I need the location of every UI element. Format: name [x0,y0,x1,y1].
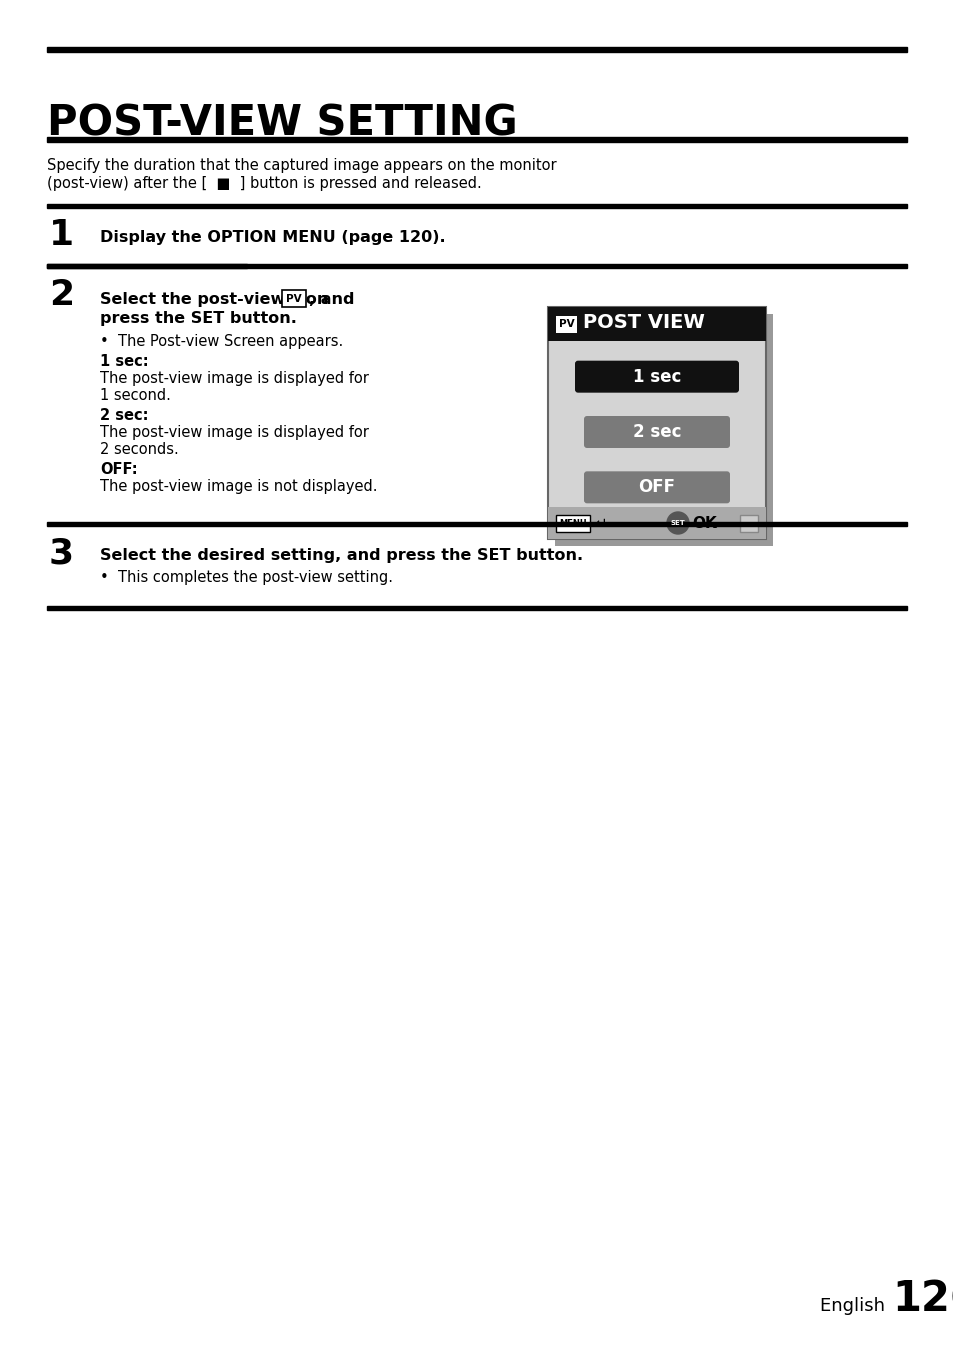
Circle shape [666,512,688,534]
Text: 1: 1 [49,218,74,252]
Text: PV: PV [558,319,574,330]
Bar [47,522,906,526]
Text: 2: 2 [49,278,74,312]
Text: English: English [820,1297,890,1315]
Text: 126: 126 [891,1278,953,1319]
Text: 1 sec:: 1 sec: [100,354,149,369]
Bar [547,307,765,342]
Bar [282,291,306,307]
Text: 3: 3 [49,537,74,570]
FancyBboxPatch shape [583,416,729,448]
Bar [47,47,906,52]
Bar [740,515,758,533]
Text: 2 seconds.: 2 seconds. [100,443,178,457]
Text: The post-view image is not displayed.: The post-view image is not displayed. [100,479,377,494]
Text: POST-VIEW SETTING: POST-VIEW SETTING [47,104,517,145]
Text: 1 second.: 1 second. [100,387,171,404]
Text: 2 sec:: 2 sec: [100,408,149,422]
Bar [47,264,247,268]
Text: 2 sec: 2 sec [632,422,680,441]
Bar [556,316,577,334]
Text: MENU: MENU [558,519,586,527]
Bar [47,264,906,268]
Text: POST VIEW: POST VIEW [582,313,704,332]
Bar [47,204,906,208]
Text: OFF:: OFF: [100,461,137,477]
Bar [556,515,589,533]
Text: Select the desired setting, and press the SET button.: Select the desired setting, and press th… [100,547,582,564]
Bar [547,307,765,539]
Text: SET: SET [670,521,684,526]
Text: •  The Post-view Screen appears.: • The Post-view Screen appears. [100,334,343,348]
Text: Select the post-view icon: Select the post-view icon [100,292,334,307]
FancyBboxPatch shape [583,471,729,503]
Text: The post-view image is displayed for: The post-view image is displayed for [100,425,369,440]
Text: , and: , and [309,292,355,307]
Bar [555,313,772,546]
Bar [47,607,906,611]
Text: Specify the duration that the captured image appears on the monitor: Specify the duration that the captured i… [47,157,556,174]
Text: Display the OPTION MENU (page 120).: Display the OPTION MENU (page 120). [100,230,445,245]
Text: PV: PV [286,293,301,304]
Bar [47,137,906,143]
Bar [547,507,765,539]
Text: (post-view) after the [  ■  ] button is pressed and released.: (post-view) after the [ ■ ] button is pr… [47,176,481,191]
Text: ↵: ↵ [594,515,606,530]
Text: OK: OK [691,515,716,530]
Text: OFF: OFF [638,479,675,496]
Text: press the SET button.: press the SET button. [100,311,296,325]
Text: 1 sec: 1 sec [632,367,680,386]
Text: The post-view image is displayed for: The post-view image is displayed for [100,371,369,386]
Text: •  This completes the post-view setting.: • This completes the post-view setting. [100,570,393,585]
FancyBboxPatch shape [575,360,739,393]
